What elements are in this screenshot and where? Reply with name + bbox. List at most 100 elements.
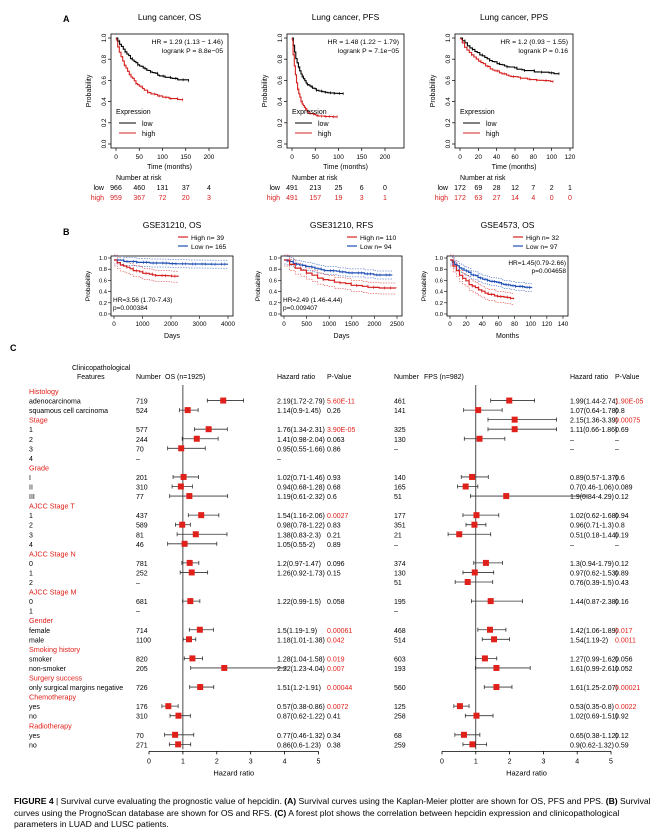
forest-row-label: 1 xyxy=(29,609,33,616)
forest-row: 2 589 0.98(0.78-1.22) 0.83 351 0.96(0.71-1.3)… xyxy=(29,521,625,530)
y-tick-label: 1.0 xyxy=(99,256,107,262)
y-tick-label: 0.4 xyxy=(101,97,108,106)
km-plot-1: Lung cancer, OS 0.0 0.2 0.4 0.6 0.8 1.0 Probabi… xyxy=(86,12,229,202)
y-tick-label: 0.0 xyxy=(269,312,277,318)
x-tick-label: 1000 xyxy=(135,321,150,328)
x-tick-label: 200 xyxy=(204,154,215,161)
risk-count: 959 xyxy=(110,195,122,202)
forest-axis-label: Hazard ratio xyxy=(213,768,254,777)
forest-p-fps: 0.89 xyxy=(615,570,629,577)
forest-row: III 77 1.19(0.61-2.32) 0.6 51 1.9(0.84-4.29) 0… xyxy=(29,493,629,501)
risk-count: 1 xyxy=(568,185,572,192)
risk-row-label: low xyxy=(269,185,280,192)
y-tick-label: 0.0 xyxy=(277,139,284,148)
forest-point-os xyxy=(193,435,200,442)
forest-group-label: Grade xyxy=(29,463,49,472)
forest-hr-os: 2.22(1.23-4.04) xyxy=(277,666,325,673)
hazard-ratio-text: HR=3.56 (1.70-7.43) xyxy=(113,297,172,304)
forest-hr-fps: 1.99(1.44-2.74) xyxy=(570,399,618,406)
risk-count: 72 xyxy=(159,195,167,202)
y-tick-label: 0.6 xyxy=(99,278,107,284)
forest-n-os: 589 xyxy=(136,523,148,530)
forest-n-fps: 193 xyxy=(394,666,406,673)
forest-p-os: 0.21 xyxy=(327,532,341,539)
y-tick-label: 0.4 xyxy=(269,290,278,296)
y-tick-label: 0.4 xyxy=(99,290,108,296)
y-tick-label: 0.2 xyxy=(269,301,277,307)
forest-point-fps xyxy=(471,569,478,576)
forest-p-fps: 0.0011 xyxy=(615,637,636,644)
forest-p-os: 0.89 xyxy=(327,542,341,549)
forest-p-os: 3.90E-05 xyxy=(327,427,356,434)
risk-count: 25 xyxy=(335,185,343,192)
forest-hr-fps: 0.97(0.62-1.53) xyxy=(570,570,618,577)
forest-n-fps: 325 xyxy=(394,427,406,434)
ci-low-upper xyxy=(284,255,393,272)
forest-p-os: 0.042 xyxy=(327,637,345,644)
forest-hr-fps: 0.51(0.18-1.44) xyxy=(570,532,618,539)
forest-row-label: yes xyxy=(29,704,40,711)
gse-plot-frame xyxy=(280,255,403,317)
forest-hr-os: 0.87(0.62-1.22) xyxy=(277,714,325,721)
forest-row: no 310 0.87(0.62-1.22) 0.41 258 1.02(0.69-1.5… xyxy=(29,712,629,721)
forest-point-os xyxy=(221,664,228,671)
forest-group-label: AJCC Stage M xyxy=(29,588,77,597)
panel-label-b: B xyxy=(63,227,70,237)
forest-axis-tick-label: 4 xyxy=(283,758,287,765)
forest-n-os: 176 xyxy=(136,704,148,711)
forest-p-fps: 1.90E-05 xyxy=(615,399,644,406)
forest-row: 2 – 51 0.76(0.39-1.5) 0.43 xyxy=(29,579,629,587)
forest-point-os xyxy=(189,655,196,662)
forest-point-fps xyxy=(456,703,463,710)
forest-axis-tick-label: 5 xyxy=(317,758,321,765)
forest-hr-os: 1.22(0.99-1.5) xyxy=(277,599,321,606)
forest-hr-fps: – xyxy=(570,542,574,549)
risk-count: 20 xyxy=(182,195,190,202)
forest-row: female 714 1.5(1.19-1.9) 0.00061 468 1.42(1.0… xyxy=(29,626,633,635)
y-tick-label: 0.6 xyxy=(269,278,277,284)
forest-point-os xyxy=(175,741,182,748)
risk-count: 0 xyxy=(568,195,572,202)
forest-axis-os: 0 1 2 3 4 5 Hazard ratio xyxy=(147,750,321,777)
logrank-text: logrank P = 0.16 xyxy=(518,48,568,55)
forest-row-label: non-smoker xyxy=(29,666,67,673)
forest-point-fps xyxy=(486,626,493,633)
forest-n-os: 70 xyxy=(136,446,144,453)
forest-n-fps: 140 xyxy=(394,475,406,482)
forest-row: non-smoker 205 2.22(1.23-4.04) 0.007 193 1.61… xyxy=(29,664,633,673)
forest-group-row: AJCC Stage T xyxy=(29,502,75,511)
risk-count: 12 xyxy=(511,185,519,192)
forest-n-os: – xyxy=(136,456,140,463)
forest-n-fps: 125 xyxy=(394,704,406,711)
forest-point-os xyxy=(186,493,193,500)
forest-n-fps: 514 xyxy=(394,637,406,644)
forest-hr-os: 1.38(0.83-2.3) xyxy=(277,532,321,539)
forest-hr-fps: 0.96(0.71-1.3) xyxy=(570,523,614,530)
forest-hr-os: 1.14(0.9-1.45) xyxy=(277,408,321,415)
forest-group-row: Radiotherapy xyxy=(29,721,72,730)
forest-hr-os: 1.54(1.16-2.06) xyxy=(277,513,325,520)
forest-group-row: Chemotherapy xyxy=(29,693,77,702)
legend-label-high: High n= 32 xyxy=(526,235,559,242)
y-tick-label: 0.8 xyxy=(277,54,284,63)
legend-label-high: High n= 39 xyxy=(191,235,224,242)
forest-axis-tick-label: 3 xyxy=(541,758,545,765)
caption-separator: | xyxy=(53,796,61,806)
risk-count: 6 xyxy=(360,185,364,192)
forest-n-fps: – xyxy=(394,446,398,453)
x-tick-label: 50 xyxy=(136,154,144,161)
forest-hr-fps: – xyxy=(570,446,574,453)
x-tick-label: 80 xyxy=(530,154,538,161)
forest-row-label: male xyxy=(29,637,44,644)
header-features: Clinicopathological xyxy=(72,365,131,372)
legend-label-high: high xyxy=(142,131,155,138)
forest-n-os: 1100 xyxy=(136,637,151,644)
caption-text-4: A forest plot shows the correlation betw… xyxy=(14,807,620,830)
y-tick-label: 0.8 xyxy=(101,54,108,63)
forest-row: 1 – – xyxy=(29,609,398,616)
forest-axis-tick-label: 0 xyxy=(440,758,444,765)
forest-point-fps xyxy=(476,435,483,442)
gse-curve-low xyxy=(284,259,393,276)
forest-row-label: 1 xyxy=(29,570,33,577)
x-tick-label: 100 xyxy=(333,154,344,161)
